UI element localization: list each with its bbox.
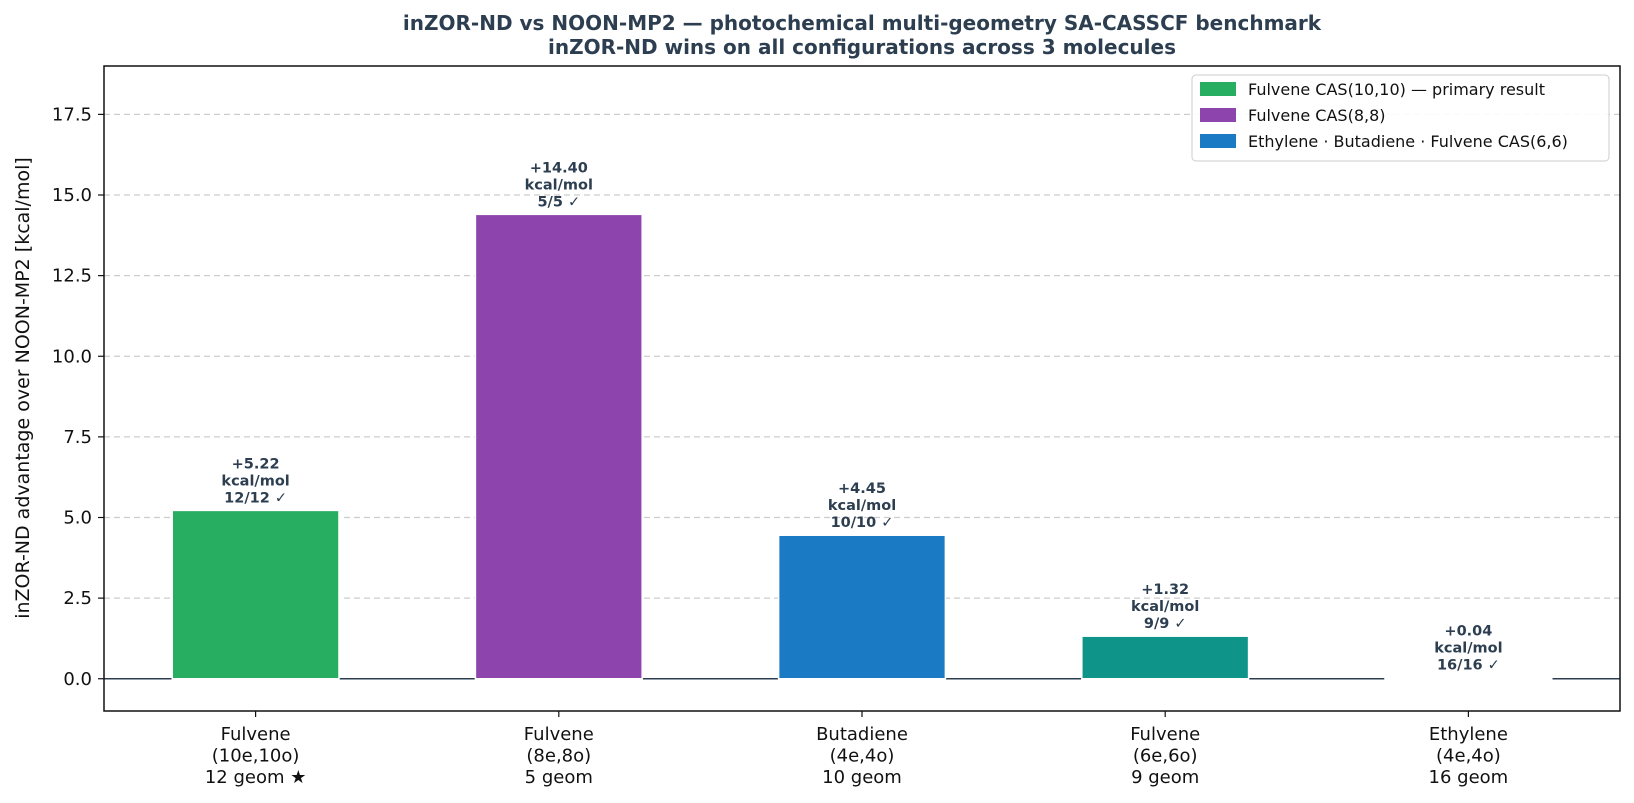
- y-tick-label: 2.5: [63, 588, 92, 609]
- x-tick-label: (10e,10o): [212, 746, 300, 767]
- y-tick-label: 17.5: [52, 104, 92, 125]
- data-label: kcal/mol: [221, 473, 289, 489]
- bar-1: [474, 213, 643, 680]
- data-label: 10/10 ✓: [831, 515, 894, 531]
- x-tick-label: 16 geom: [1429, 767, 1509, 788]
- data-label: kcal/mol: [525, 177, 593, 193]
- y-tick-label: 5.0: [63, 508, 92, 529]
- legend-label-1: Fulvene CAS(8,8): [1248, 106, 1386, 125]
- bar-2: [777, 534, 947, 680]
- data-label: 12/12 ✓: [224, 490, 287, 506]
- x-tick-label: 10 geom: [822, 767, 902, 788]
- data-label: kcal/mol: [828, 498, 896, 514]
- data-label: 16/16 ✓: [1437, 657, 1500, 673]
- x-tick-label: Fulvene: [1130, 724, 1200, 745]
- chart-title: inZOR-ND vs NOON-MP2 — photochemical mul…: [403, 11, 1322, 35]
- y-tick-label: 7.5: [63, 427, 92, 448]
- bar-4: [1384, 676, 1553, 680]
- y-axis-label: inZOR-ND advantage over NOON-MP2 [kcal/m…: [12, 157, 34, 619]
- data-label: +14.40: [530, 160, 588, 176]
- data-label: kcal/mol: [1434, 640, 1502, 656]
- x-axis-ticks: Fulvene(10e,10o)12 geom ★Fulvene(8e,8o)5…: [205, 711, 1508, 788]
- x-tick-label: Fulvene: [221, 724, 291, 745]
- bar-3: [1081, 635, 1250, 680]
- x-tick-label: Ethylene: [1429, 724, 1508, 745]
- legend-swatch-2: [1200, 134, 1236, 148]
- y-tick-label: 10.0: [52, 346, 92, 367]
- legend: Fulvene CAS(10,10) — primary result Fulve…: [1191, 74, 1610, 162]
- legend-swatch-1: [1200, 108, 1236, 122]
- bar-0: [171, 509, 340, 680]
- plot-frame: [103, 65, 1621, 712]
- data-label: 5/5 ✓: [537, 194, 580, 210]
- chart-subtitle: inZOR-ND wins on all configurations acro…: [548, 35, 1176, 59]
- bars: [171, 213, 1553, 680]
- x-tick-label: Butadiene: [816, 724, 908, 745]
- y-tick-label: 0.0: [63, 669, 92, 690]
- data-label: +1.32: [1141, 582, 1189, 598]
- data-label: kcal/mol: [1131, 599, 1199, 615]
- y-axis-ticks: 0.0 2.5 5.0 7.5 10.0 12.5 15.0 17.5: [52, 104, 104, 690]
- y-tick-label: 15.0: [52, 185, 92, 206]
- data-label: +4.45: [838, 481, 886, 497]
- x-tick-label: 12 geom ★: [205, 767, 307, 788]
- legend-swatch-0: [1200, 82, 1236, 96]
- data-label: +0.04: [1444, 623, 1492, 639]
- x-tick-label: Fulvene: [524, 724, 594, 745]
- data-label: +5.22: [232, 456, 280, 472]
- x-tick-label: 9 geom: [1131, 767, 1199, 788]
- x-tick-label: 5 geom: [525, 767, 593, 788]
- x-tick-label: (4e,4o): [1436, 746, 1501, 767]
- x-tick-label: (8e,8o): [526, 746, 591, 767]
- data-label: 9/9 ✓: [1144, 616, 1187, 632]
- legend-label-0: Fulvene CAS(10,10) — primary result: [1248, 80, 1545, 99]
- legend-frame: [1191, 74, 1610, 162]
- legend-label-2: Ethylene · Butadiene · Fulvene CAS(6,6): [1248, 132, 1568, 151]
- x-tick-label: (4e,4o): [830, 746, 895, 767]
- x-tick-label: (6e,6o): [1133, 746, 1198, 767]
- y-tick-label: 12.5: [52, 266, 92, 287]
